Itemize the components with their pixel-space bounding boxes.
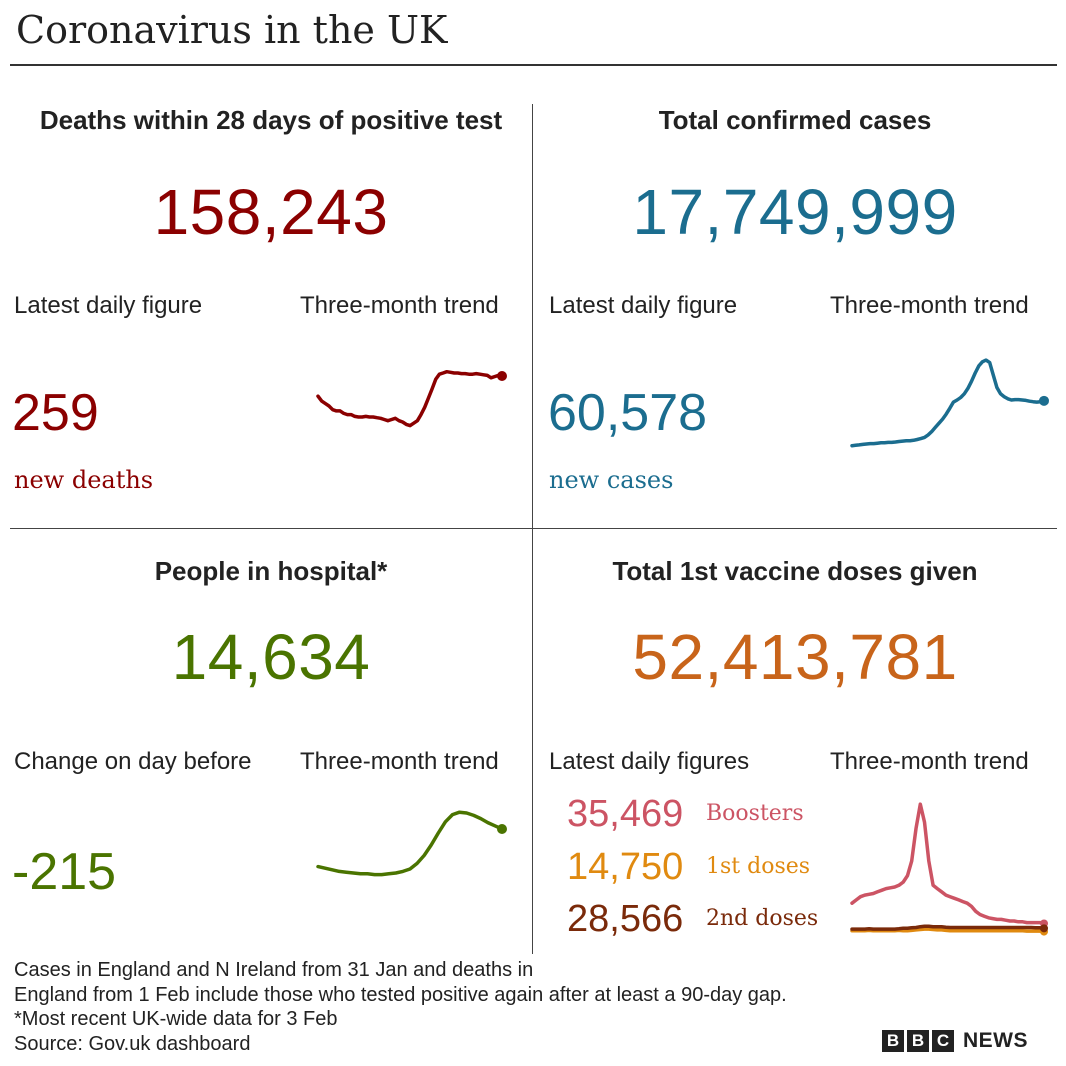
bbc-news-logo: B B C NEWS [882, 1029, 1028, 1053]
footnote-line: *Most recent UK-wide data for 3 Feb [14, 1008, 338, 1030]
cases-trend-line [850, 358, 1046, 448]
deaths-trend-label: Three-month trend [300, 292, 499, 319]
bbc-logo-news: NEWS [963, 1029, 1028, 1052]
hospital-trend-chart [316, 810, 507, 877]
hospital-trend-line [316, 810, 504, 877]
first-doses-value: 14,750 [567, 846, 684, 888]
second-doses-value: 28,566 [567, 898, 684, 940]
deaths-trend-end-point [497, 371, 507, 382]
hospital-title: People in hospital* [154, 556, 388, 586]
deaths-trend-line [316, 369, 504, 428]
cases-latest-label: Latest daily figure [549, 292, 738, 319]
second-doses-label: 2nd doses [706, 906, 819, 931]
vaccine-title: Total 1st vaccine doses given [612, 556, 978, 586]
cases-total: 17,749,999 [632, 176, 958, 248]
deaths-latest-value: 259 [12, 384, 99, 442]
page-title: Coronavirus in the UK [16, 8, 448, 52]
vertical-divider [532, 104, 533, 954]
hospital-trend-label: Three-month trend [300, 748, 499, 775]
vaccine-trend-chart [850, 802, 1048, 936]
footnote-line: England from 1 Feb include those who tes… [14, 983, 787, 1006]
deaths-trend-chart [316, 369, 507, 428]
cases-latest-value: 60,578 [548, 384, 708, 442]
cases-title: Total confirmed cases [658, 105, 932, 135]
vaccine-trend-label: Three-month trend [830, 748, 1029, 775]
hospital-latest-label: Change on day before [14, 748, 252, 775]
boosters-value: 35,469 [567, 793, 684, 835]
hospital-trend-end-point [497, 824, 507, 834]
cases-trend-end-point [1039, 395, 1049, 406]
boosters-label: Boosters [706, 801, 804, 826]
deaths-latest-unit: new deaths [14, 466, 154, 494]
footnote-line: Cases in England and N Ireland from 31 J… [14, 959, 534, 981]
bbc-logo-letter: C [932, 1030, 954, 1052]
horizontal-divider [10, 528, 1057, 529]
title-divider [10, 64, 1057, 66]
bbc-logo-letter: B [882, 1030, 904, 1052]
hospital-latest-value: -215 [12, 843, 117, 901]
vaccine-latest-label: Latest daily figures [549, 748, 750, 775]
deaths-title: Deaths within 28 days of positive test [39, 105, 503, 135]
cases-latest-unit: new cases [549, 466, 674, 494]
deaths-total: 158,243 [153, 176, 389, 248]
bbc-logo-letter: B [907, 1030, 929, 1052]
hospital-total: 14,634 [171, 621, 371, 693]
second-doses-trend-end-point [1040, 924, 1048, 933]
deaths-latest-label: Latest daily figure [14, 292, 203, 319]
first-doses-label: 1st doses [706, 854, 811, 879]
footnote: Cases in England and N Ireland from 31 J… [14, 958, 787, 1056]
cases-trend-label: Three-month trend [830, 292, 1029, 319]
source-line: Source: Gov.uk dashboard [14, 1032, 251, 1055]
boosters-trend-line [850, 802, 1046, 926]
second-doses-trend-line [850, 924, 1046, 931]
vaccine-total: 52,413,781 [632, 621, 958, 693]
cases-trend-chart [850, 358, 1049, 448]
